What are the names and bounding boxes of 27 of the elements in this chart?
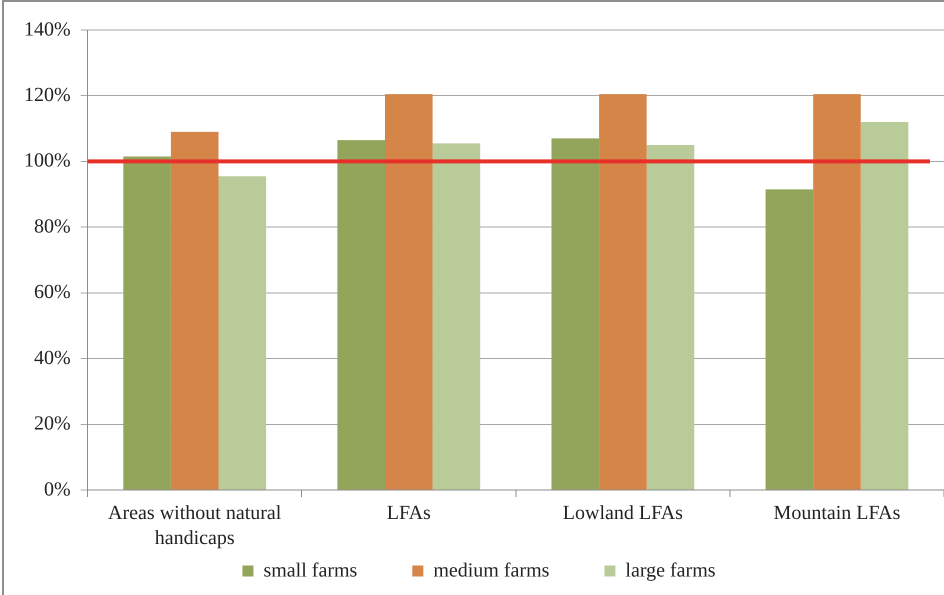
bar xyxy=(170,132,218,490)
bar xyxy=(432,143,480,490)
y-tick-label: 100% xyxy=(24,150,71,172)
bar xyxy=(599,94,647,490)
bar xyxy=(766,189,814,490)
bar xyxy=(123,156,171,490)
bar xyxy=(384,94,433,490)
bar xyxy=(813,94,861,490)
y-tick-label: 0% xyxy=(44,478,71,500)
y-tick-label: 140% xyxy=(24,18,71,40)
legend-label: medium farms xyxy=(433,559,550,582)
bar xyxy=(218,176,266,490)
x-tick-label: Lowland LFAs xyxy=(562,502,684,524)
y-tick-label: 80% xyxy=(34,215,71,238)
bar xyxy=(337,140,385,490)
x-tick-label: Mountain LFAs xyxy=(774,502,901,524)
bar xyxy=(646,145,694,490)
bar xyxy=(860,122,908,490)
x-tick-label: LFAs xyxy=(386,502,432,524)
y-tick-label: 60% xyxy=(34,281,71,304)
y-tick-label: 40% xyxy=(34,346,71,369)
y-tick-label: 20% xyxy=(34,412,71,435)
bar xyxy=(551,138,600,490)
x-tick-label: Areas without natural handicaps xyxy=(108,502,282,549)
legend-label: small farms xyxy=(263,559,358,582)
y-tick-label: 120% xyxy=(24,84,71,106)
legend-label: large farms xyxy=(625,559,716,582)
